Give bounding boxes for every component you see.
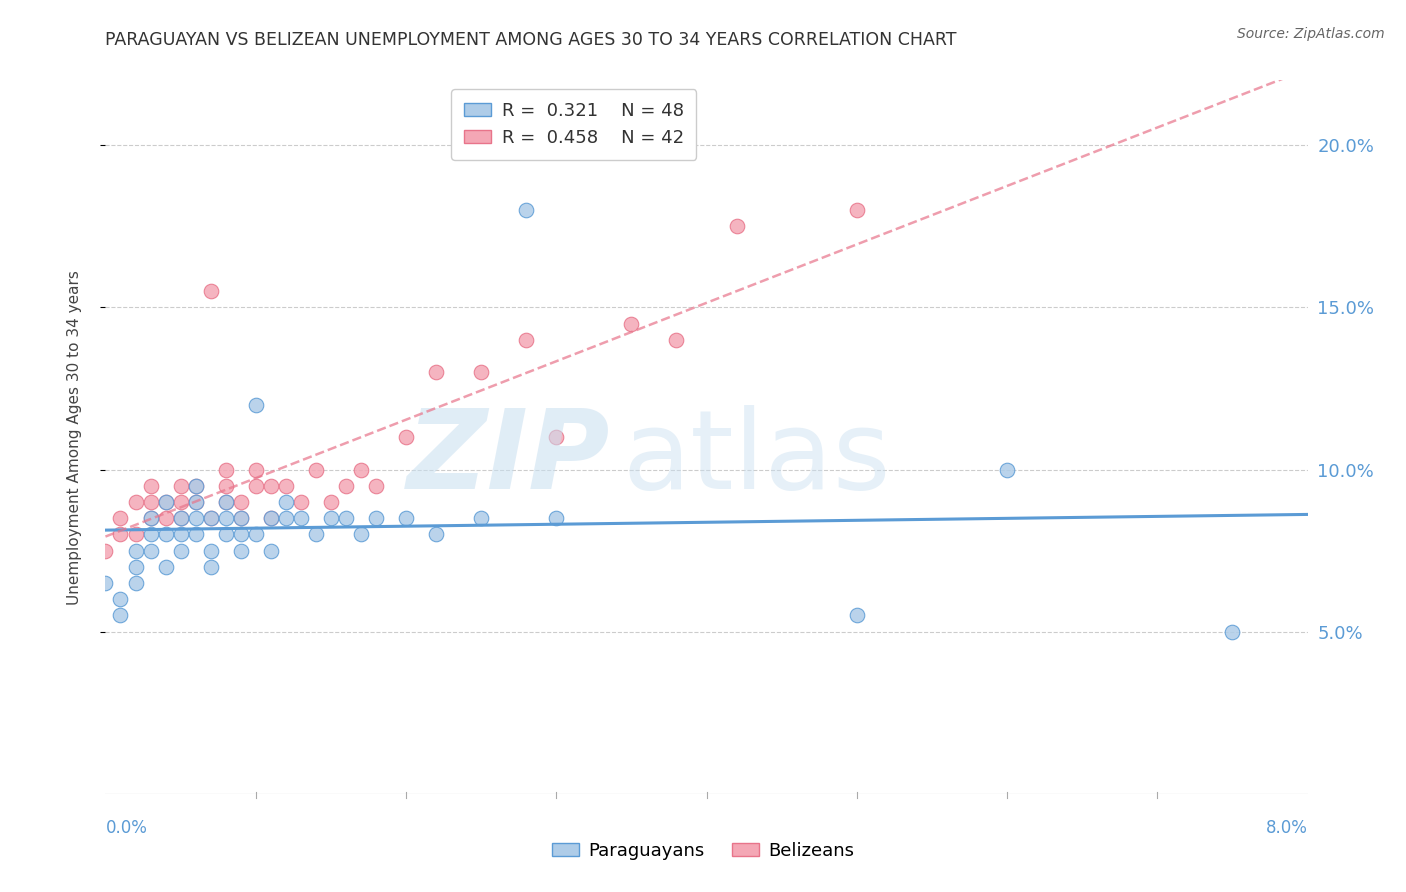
- Point: [214, 462, 236, 476]
- Point: [94, 543, 117, 558]
- Point: [229, 511, 252, 525]
- Text: ZIP: ZIP: [406, 405, 610, 512]
- Point: [124, 576, 146, 591]
- Point: [169, 511, 191, 525]
- Point: [200, 511, 222, 525]
- Point: [200, 559, 222, 574]
- Point: [214, 495, 236, 509]
- Point: [229, 527, 252, 541]
- Point: [200, 543, 222, 558]
- Point: [229, 543, 252, 558]
- Point: [214, 495, 236, 509]
- Point: [155, 495, 177, 509]
- Point: [845, 608, 868, 623]
- Point: [515, 333, 537, 347]
- Point: [184, 479, 207, 493]
- Text: atlas: atlas: [623, 405, 891, 512]
- Point: [335, 511, 357, 525]
- Point: [214, 511, 236, 525]
- Point: [470, 365, 492, 379]
- Point: [139, 511, 162, 525]
- Point: [110, 608, 132, 623]
- Point: [139, 479, 162, 493]
- Point: [995, 462, 1018, 476]
- Point: [124, 543, 146, 558]
- Point: [665, 333, 688, 347]
- Point: [110, 527, 132, 541]
- Point: [200, 284, 222, 298]
- Point: [155, 511, 177, 525]
- Text: 0.0%: 0.0%: [105, 819, 148, 837]
- Y-axis label: Unemployment Among Ages 30 to 34 years: Unemployment Among Ages 30 to 34 years: [67, 269, 82, 605]
- Point: [245, 479, 267, 493]
- Point: [245, 462, 267, 476]
- Point: [546, 430, 568, 444]
- Point: [1222, 624, 1244, 639]
- Point: [169, 479, 191, 493]
- Point: [395, 511, 418, 525]
- Point: [425, 527, 447, 541]
- Point: [319, 495, 342, 509]
- Point: [290, 495, 312, 509]
- Point: [515, 202, 537, 217]
- Point: [305, 527, 328, 541]
- Point: [110, 511, 132, 525]
- Point: [110, 592, 132, 607]
- Point: [290, 511, 312, 525]
- Point: [124, 527, 146, 541]
- Legend: R =  0.321    N = 48, R =  0.458    N = 42: R = 0.321 N = 48, R = 0.458 N = 42: [451, 89, 696, 160]
- Point: [845, 202, 868, 217]
- Point: [139, 511, 162, 525]
- Point: [229, 495, 252, 509]
- Point: [155, 527, 177, 541]
- Point: [200, 511, 222, 525]
- Point: [94, 576, 117, 591]
- Point: [620, 317, 643, 331]
- Point: [274, 495, 297, 509]
- Point: [260, 543, 283, 558]
- Point: [169, 511, 191, 525]
- Point: [305, 462, 328, 476]
- Point: [319, 511, 342, 525]
- Point: [124, 559, 146, 574]
- Point: [124, 495, 146, 509]
- Point: [155, 559, 177, 574]
- Point: [245, 527, 267, 541]
- Point: [169, 543, 191, 558]
- Point: [260, 511, 283, 525]
- Point: [274, 479, 297, 493]
- Point: [364, 511, 387, 525]
- Text: PARAGUAYAN VS BELIZEAN UNEMPLOYMENT AMONG AGES 30 TO 34 YEARS CORRELATION CHART: PARAGUAYAN VS BELIZEAN UNEMPLOYMENT AMON…: [105, 31, 957, 49]
- Point: [184, 495, 207, 509]
- Text: Source: ZipAtlas.com: Source: ZipAtlas.com: [1237, 27, 1385, 41]
- Point: [184, 527, 207, 541]
- Point: [214, 479, 236, 493]
- Point: [139, 527, 162, 541]
- Point: [139, 495, 162, 509]
- Point: [245, 398, 267, 412]
- Point: [725, 219, 748, 234]
- Point: [260, 511, 283, 525]
- Point: [184, 479, 207, 493]
- Point: [184, 511, 207, 525]
- Point: [155, 495, 177, 509]
- Point: [214, 527, 236, 541]
- Point: [470, 511, 492, 525]
- Text: 8.0%: 8.0%: [1265, 819, 1308, 837]
- Point: [546, 511, 568, 525]
- Point: [350, 527, 373, 541]
- Point: [274, 511, 297, 525]
- Point: [169, 527, 191, 541]
- Legend: Paraguayans, Belizeans: Paraguayans, Belizeans: [546, 835, 860, 867]
- Point: [139, 543, 162, 558]
- Point: [364, 479, 387, 493]
- Point: [350, 462, 373, 476]
- Point: [184, 495, 207, 509]
- Point: [229, 511, 252, 525]
- Point: [169, 495, 191, 509]
- Point: [335, 479, 357, 493]
- Point: [260, 479, 283, 493]
- Point: [425, 365, 447, 379]
- Point: [395, 430, 418, 444]
